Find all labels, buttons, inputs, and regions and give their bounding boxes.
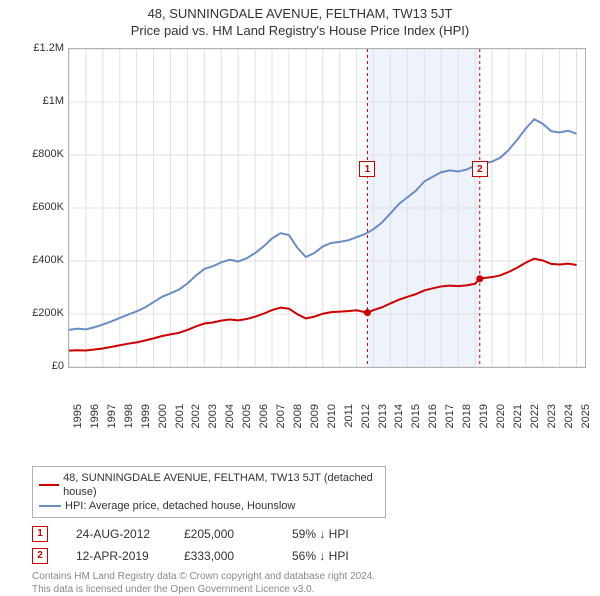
- sale-row: 2 12-APR-2019 £333,000 56% ↓ HPI: [32, 548, 590, 564]
- sale-row: 1 24-AUG-2012 £205,000 59% ↓ HPI: [32, 526, 590, 542]
- legend-box: 48, SUNNINGDALE AVENUE, FELTHAM, TW13 5J…: [32, 466, 386, 518]
- y-tick-label: £1M: [43, 95, 64, 107]
- y-tick-label: £0: [52, 360, 64, 372]
- sale-marker-badge: 1: [359, 161, 375, 177]
- legend-label: HPI: Average price, detached house, Houn…: [65, 499, 295, 513]
- x-tick-label: 2023: [546, 404, 558, 428]
- legend-swatch: [39, 484, 59, 486]
- chart-title: 48, SUNNINGDALE AVENUE, FELTHAM, TW13 5J…: [10, 6, 590, 21]
- x-tick-label: 2014: [393, 404, 405, 428]
- x-tick-label: 2025: [580, 404, 592, 428]
- x-axis: 1995199619971998199920002001200220032004…: [68, 368, 586, 414]
- sale-date: 24-AUG-2012: [76, 527, 156, 541]
- sale-price: £205,000: [184, 527, 264, 541]
- x-tick-label: 2013: [377, 404, 389, 428]
- x-tick-label: 2011: [343, 404, 355, 428]
- sale-delta: 56% ↓ HPI: [292, 549, 372, 563]
- x-tick-label: 2008: [292, 404, 304, 428]
- x-tick-label: 2017: [444, 404, 456, 428]
- x-tick-label: 2010: [326, 404, 338, 428]
- x-tick-label: 2016: [427, 404, 439, 428]
- sale-marker-badge: 2: [472, 161, 488, 177]
- legend-label: 48, SUNNINGDALE AVENUE, FELTHAM, TW13 5J…: [63, 471, 379, 499]
- legend-swatch: [39, 505, 61, 507]
- x-tick-label: 1997: [106, 404, 118, 428]
- sale-price: £333,000: [184, 549, 264, 563]
- x-tick-label: 2019: [478, 404, 490, 428]
- x-tick-label: 1995: [72, 404, 84, 428]
- y-tick-label: £600K: [32, 201, 64, 213]
- x-tick-label: 2021: [512, 404, 524, 428]
- x-tick-label: 2015: [410, 404, 422, 428]
- x-tick-label: 2004: [224, 404, 236, 428]
- footer-line-1: Contains HM Land Registry data © Crown c…: [32, 570, 590, 583]
- y-tick-label: £200K: [32, 307, 64, 319]
- x-tick-label: 2003: [207, 404, 219, 428]
- plot-svg: [69, 49, 585, 367]
- sale-delta: 59% ↓ HPI: [292, 527, 372, 541]
- x-tick-label: 2009: [309, 404, 321, 428]
- y-tick-label: £400K: [32, 254, 64, 266]
- x-tick-label: 2020: [495, 404, 507, 428]
- legend-row: 48, SUNNINGDALE AVENUE, FELTHAM, TW13 5J…: [39, 471, 379, 499]
- chart-container: 48, SUNNINGDALE AVENUE, FELTHAM, TW13 5J…: [0, 0, 600, 560]
- chart-box: £0£200K£400K£600K£800K£1M£1.2M 12 199519…: [32, 44, 590, 414]
- footer: Contains HM Land Registry data © Crown c…: [32, 570, 590, 596]
- sale-marker-icon: 1: [32, 526, 48, 542]
- footer-line-2: This data is licensed under the Open Gov…: [32, 583, 590, 596]
- x-tick-label: 2022: [529, 404, 541, 428]
- x-tick-label: 2012: [360, 404, 372, 428]
- x-tick-label: 2002: [190, 404, 202, 428]
- x-tick-label: 1999: [140, 404, 152, 428]
- x-tick-label: 1998: [123, 404, 135, 428]
- x-tick-label: 2024: [563, 404, 575, 428]
- sales-table: 1 24-AUG-2012 £205,000 59% ↓ HPI 2 12-APR-201…: [32, 526, 590, 564]
- y-axis: £0£200K£400K£600K£800K£1M£1.2M: [26, 48, 66, 368]
- x-tick-label: 2018: [461, 404, 473, 428]
- y-tick-label: £1.2M: [33, 42, 64, 54]
- x-tick-label: 2007: [275, 404, 287, 428]
- y-tick-label: £800K: [32, 148, 64, 160]
- x-tick-label: 1996: [89, 404, 101, 428]
- chart-subtitle: Price paid vs. HM Land Registry's House …: [10, 23, 590, 38]
- x-tick-label: 2001: [174, 404, 186, 428]
- sale-date: 12-APR-2019: [76, 549, 156, 563]
- x-tick-label: 2006: [258, 404, 270, 428]
- x-tick-label: 2005: [241, 404, 253, 428]
- x-tick-label: 2000: [157, 404, 169, 428]
- plot-area: 12: [68, 48, 586, 368]
- sale-marker-icon: 2: [32, 548, 48, 564]
- legend-row: HPI: Average price, detached house, Houn…: [39, 499, 379, 513]
